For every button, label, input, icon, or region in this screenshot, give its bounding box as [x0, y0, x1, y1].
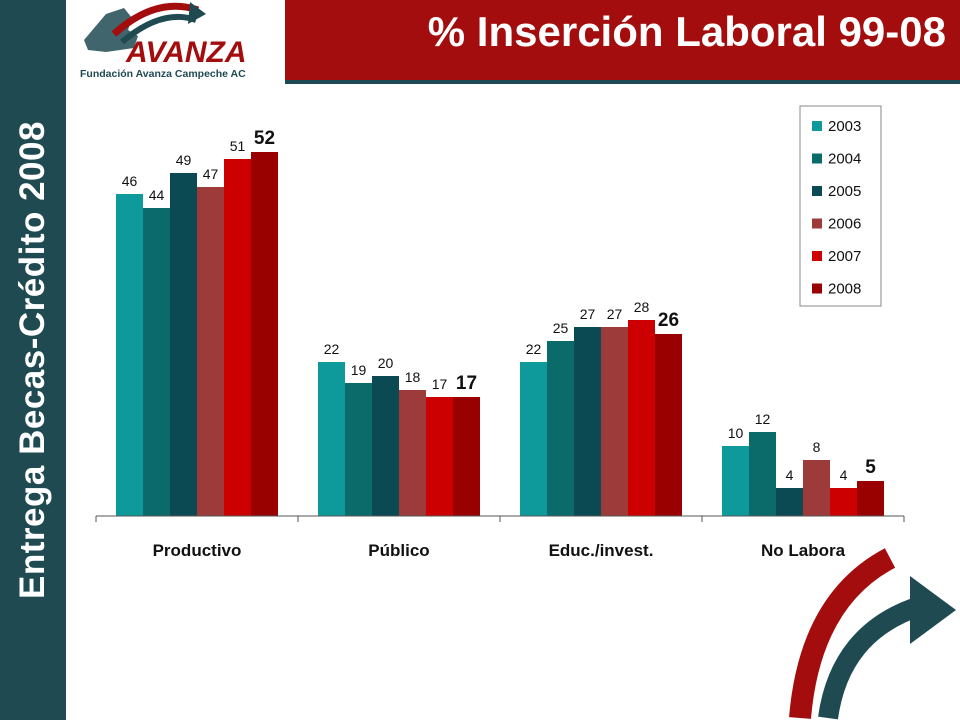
- data-label-2006-3: 8: [813, 439, 821, 455]
- legend-entry-2006: 2006: [828, 216, 861, 233]
- logo: AVANZA Fundación Avanza Campeche AC: [66, 0, 285, 84]
- data-label-2005-1: 20: [378, 355, 394, 371]
- bar-2007-2: [628, 320, 655, 516]
- bar-2005-2: [574, 327, 601, 516]
- legend-swatch-2004: [812, 153, 822, 164]
- bar-2008-3: [857, 481, 884, 516]
- data-label-2004-0: 44: [149, 187, 165, 203]
- x-tick-label-0: Productivo: [153, 541, 242, 560]
- bar-2008-2: [655, 334, 682, 516]
- bar-2004-2: [547, 341, 574, 516]
- bar-2005-3: [776, 488, 803, 516]
- arrow-swoosh-icon: [789, 548, 956, 720]
- bar-2005-0: [170, 173, 197, 516]
- bar-2007-0: [224, 159, 251, 516]
- data-label-2006-1: 18: [405, 369, 421, 385]
- logo-subtitle: Fundación Avanza Campeche AC: [80, 68, 246, 80]
- data-label-2005-3: 4: [786, 467, 794, 483]
- legend-entry-2004: 2004: [828, 151, 861, 168]
- data-label-2008-0: 52: [254, 128, 275, 149]
- legend-entry-2003: 2003: [828, 118, 861, 135]
- bar-2007-3: [830, 488, 857, 516]
- data-label-2005-0: 49: [176, 152, 192, 168]
- data-label-2008-2: 26: [658, 310, 679, 331]
- x-tick-label-1: Público: [368, 541, 429, 560]
- bar-2003-3: [722, 446, 749, 516]
- avanza-logo-icon: AVANZA: [84, 2, 247, 69]
- legend-swatch-2008: [812, 283, 822, 294]
- data-label-2008-3: 5: [865, 457, 876, 478]
- data-label-2007-1: 17: [432, 376, 448, 392]
- bar-2007-1: [426, 397, 453, 516]
- legend-entry-2008: 2008: [828, 281, 861, 298]
- bar-2005-1: [372, 376, 399, 516]
- page-title: % Inserción Laboral 99-08: [427, 8, 946, 55]
- data-label-2003-2: 22: [526, 341, 542, 357]
- legend-swatch-2007: [812, 251, 822, 261]
- bar-2003-0: [116, 194, 143, 516]
- data-label-2003-0: 46: [122, 173, 138, 189]
- bar-2004-3: [749, 432, 776, 516]
- logo-wordmark: AVANZA: [125, 36, 247, 69]
- bar-2006-3: [803, 460, 830, 516]
- bar-2004-1: [345, 383, 372, 516]
- legend-box: [799, 105, 882, 307]
- legend-entry-2007: 2007: [828, 248, 861, 265]
- bar-2008-1: [453, 397, 480, 516]
- data-label-2004-1: 19: [351, 362, 367, 378]
- x-tick-label-2: Educ./invest.: [549, 541, 654, 560]
- data-label-2007-3: 4: [840, 467, 848, 483]
- data-label-2003-3: 10: [728, 425, 744, 441]
- bar-2008-0: [251, 152, 278, 516]
- data-label-2006-0: 47: [203, 166, 219, 182]
- x-tick-label-3: No Labora: [761, 541, 846, 560]
- data-label-2006-2: 27: [607, 306, 623, 322]
- data-label-2007-2: 28: [634, 299, 650, 315]
- bar-2006-1: [399, 390, 426, 516]
- side-band: Entrega Becas-Crédito 2008: [0, 0, 66, 720]
- title-underline: [285, 80, 960, 84]
- title-bar: % Inserción Laboral 99-08: [285, 0, 960, 80]
- data-label-2004-3: 12: [755, 411, 771, 427]
- data-label-2008-1: 17: [456, 373, 477, 394]
- data-label-2004-2: 25: [553, 320, 569, 336]
- legend-swatch-2006: [812, 218, 822, 229]
- bar-2003-1: [318, 362, 345, 516]
- bar-2003-2: [520, 362, 547, 516]
- legend-swatch-2005: [812, 186, 822, 196]
- bar-2006-0: [197, 187, 224, 516]
- data-label-2005-2: 27: [580, 306, 596, 322]
- data-label-2003-1: 22: [324, 341, 340, 357]
- legend-entry-2005: 2005: [828, 183, 861, 200]
- bar-2006-2: [601, 327, 628, 516]
- data-label-2007-0: 51: [230, 138, 246, 154]
- legend-swatch-2003: [812, 121, 822, 131]
- bar-2004-0: [143, 208, 170, 516]
